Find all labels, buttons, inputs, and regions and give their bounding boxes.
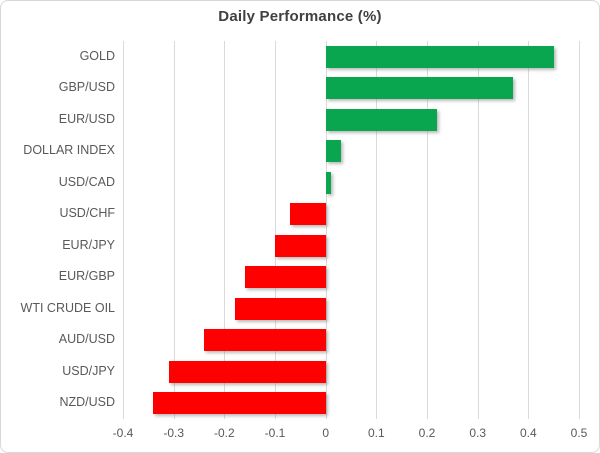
category-label-usd-chf: USD/CHF — [59, 206, 115, 221]
bar-usd-chf — [290, 203, 326, 226]
bar-eur-jpy — [275, 234, 326, 257]
x-tick-label--0.2: -0.2 — [213, 426, 235, 440]
chart-title: Daily Performance (%) — [218, 8, 382, 25]
bar-usd-cad — [325, 171, 331, 194]
category-label-usd-jpy: USD/JPY — [62, 363, 115, 378]
category-label-gbp-usd: GBP/USD — [58, 80, 115, 95]
bar-gold — [325, 45, 554, 68]
gridline--0.2 — [224, 41, 226, 419]
gridline-0.3 — [477, 41, 479, 419]
x-tick-label-0.2: 0.2 — [418, 426, 436, 440]
bar-nzd-usd — [153, 392, 326, 415]
x-tick-label-0.4: 0.4 — [519, 426, 537, 440]
gridline-0.2 — [427, 41, 428, 419]
category-label-dollar-index: DOLLAR INDEX — [23, 143, 115, 158]
category-label-nzd-usd: NZD/USD — [59, 395, 115, 410]
x-tick-label-0: 0 — [322, 426, 330, 440]
bar-dollar-index — [325, 140, 341, 163]
bar-usd-jpy — [168, 360, 326, 383]
gridline-0 — [325, 41, 327, 419]
gridline--0.3 — [173, 41, 175, 419]
bar-aud-usd — [204, 329, 326, 352]
category-label-aud-usd: AUD/USD — [58, 332, 115, 347]
category-label-wti-crude-oil: WTI CRUDE OIL — [20, 300, 115, 315]
x-tick-label--0.4: -0.4 — [112, 426, 134, 440]
gridline--0.1 — [275, 41, 276, 419]
bar-eur-gbp — [244, 266, 326, 289]
bar-gbp-usd — [325, 77, 514, 100]
category-label-eur-jpy: EUR/JPY — [62, 237, 115, 252]
x-tick-label-0.1: 0.1 — [367, 426, 385, 440]
plot-area — [123, 41, 580, 419]
category-label-eur-usd: EUR/USD — [58, 111, 115, 126]
category-label-gold: GOLD — [79, 48, 115, 63]
x-tick-label-0.5: 0.5 — [570, 426, 588, 440]
category-label-eur-gbp: EUR/GBP — [58, 269, 115, 284]
x-tick-label--0.1: -0.1 — [264, 426, 286, 440]
x-tick-label-0.3: 0.3 — [469, 426, 487, 440]
gridline-0.1 — [376, 41, 378, 419]
bar-eur-usd — [325, 108, 438, 131]
category-label-usd-cad: USD/CAD — [58, 174, 115, 189]
gridline-0.5 — [579, 41, 580, 419]
gridline-0.4 — [528, 41, 530, 419]
bar-wti-crude-oil — [234, 297, 326, 320]
x-tick-label--0.3: -0.3 — [163, 426, 185, 440]
gridline--0.4 — [123, 41, 124, 419]
